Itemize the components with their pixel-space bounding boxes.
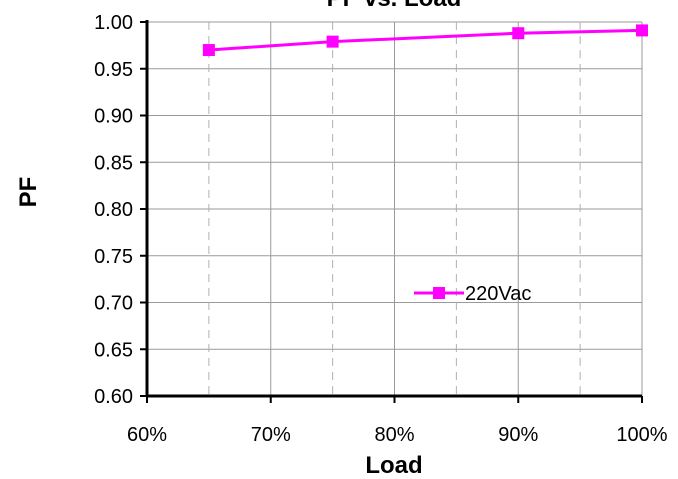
x-tick-label: 90%: [498, 424, 538, 446]
legend-marker-220vac: [433, 287, 445, 299]
legend-label-220vac: 220Vac: [465, 283, 531, 305]
x-tick-label: 80%: [374, 424, 414, 446]
y-tick-label: 0.70: [94, 293, 133, 315]
legend: 220Vac: [414, 283, 531, 305]
grid-layer: [147, 21, 643, 396]
y-tick-label: 1.00: [94, 12, 133, 34]
x-tick-label: 100%: [616, 424, 667, 446]
x-tick-label: 70%: [251, 424, 291, 446]
data-point: [636, 24, 648, 37]
data-point: [512, 27, 525, 40]
x-axis-title: Load: [365, 452, 422, 479]
y-tick-label: 0.95: [94, 59, 133, 81]
ticks-layer: 0.60 0.65 0.70 0.75 0.80 0.85 0.90 0.95 1.00 60% 7…: [94, 12, 668, 446]
y-tick-label: 0.60: [94, 386, 133, 408]
y-tick-label: 0.90: [94, 106, 133, 128]
data-point: [326, 35, 339, 48]
y-tick-label: 0.75: [94, 246, 133, 268]
series-layer: [202, 24, 648, 57]
y-tick-label: 0.85: [94, 152, 133, 174]
x-tick-label: 60%: [127, 424, 167, 446]
y-tick-label: 0.80: [94, 199, 133, 221]
series-line: [208, 28, 643, 52]
y-axis-title: PF: [15, 177, 42, 208]
data-point: [202, 44, 215, 57]
chart-title: PF vs. Load: [327, 0, 462, 12]
y-tick-label: 0.65: [94, 339, 133, 361]
